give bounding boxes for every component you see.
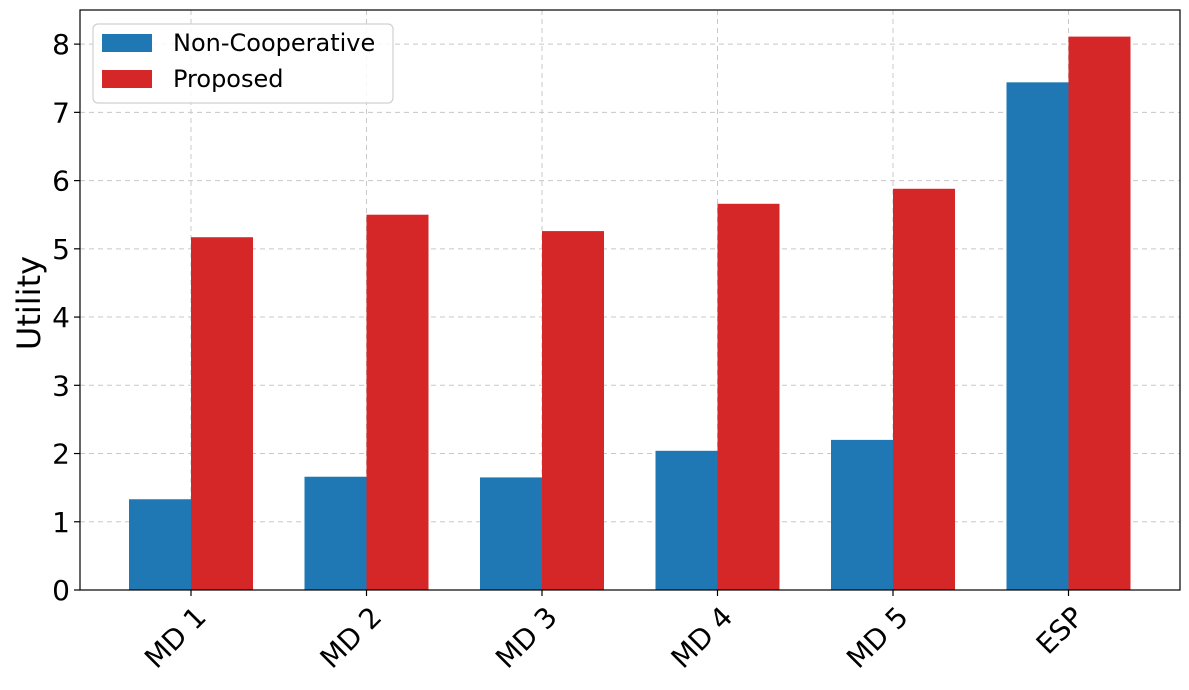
bar-non-cooperative-esp — [1006, 82, 1069, 591]
legend-swatch — [102, 70, 152, 88]
bars — [129, 36, 1131, 591]
legend-label: Non-Cooperative — [173, 29, 375, 57]
bar-proposed-md-2 — [366, 214, 429, 591]
y-tick-label: 5 — [52, 233, 70, 266]
x-tick-label: MD 4 — [665, 600, 740, 675]
legend-label: Proposed — [173, 65, 284, 93]
y-tick-label: 0 — [52, 574, 70, 607]
bar-proposed-esp — [1068, 36, 1131, 591]
bar-non-cooperative-md-4 — [655, 450, 718, 590]
y-tick-label: 3 — [52, 369, 70, 402]
y-tick-label: 8 — [52, 28, 70, 61]
legend-swatch — [102, 34, 152, 52]
y-tick-label: 4 — [52, 301, 70, 334]
x-tick-label: MD 2 — [314, 600, 389, 675]
bar-non-cooperative-md-2 — [304, 476, 367, 590]
bar-proposed-md-3 — [542, 231, 604, 591]
bar-proposed-md-5 — [893, 188, 955, 590]
bar-proposed-md-4 — [717, 203, 780, 590]
legend: Non-Cooperative Proposed — [92, 23, 394, 104]
y-axis: 0 1 2 3 4 5 6 7 8 — [52, 28, 80, 607]
y-axis-label: Utility — [10, 256, 48, 350]
plot-frame — [79, 9, 1181, 591]
x-tick-label: MD 5 — [840, 600, 915, 675]
x-tick-label: MD 1 — [138, 600, 213, 675]
y-tick-label: 6 — [52, 165, 70, 198]
x-tick-label: ESP — [1030, 600, 1090, 660]
bar-non-cooperative-md-5 — [831, 439, 893, 590]
y-tick-label: 7 — [52, 96, 70, 129]
bar-non-cooperative-md-1 — [129, 499, 191, 590]
x-axis: MD 1 MD 2 MD 3 MD 4 MD 5 ESP — [138, 590, 1090, 675]
x-tick-label: MD 3 — [489, 600, 564, 675]
y-tick-label: 2 — [52, 438, 70, 471]
legend-box — [92, 23, 394, 104]
bar-proposed-md-1 — [191, 237, 253, 591]
bar-non-cooperative-md-3 — [480, 477, 542, 590]
y-tick-label: 1 — [52, 506, 70, 539]
